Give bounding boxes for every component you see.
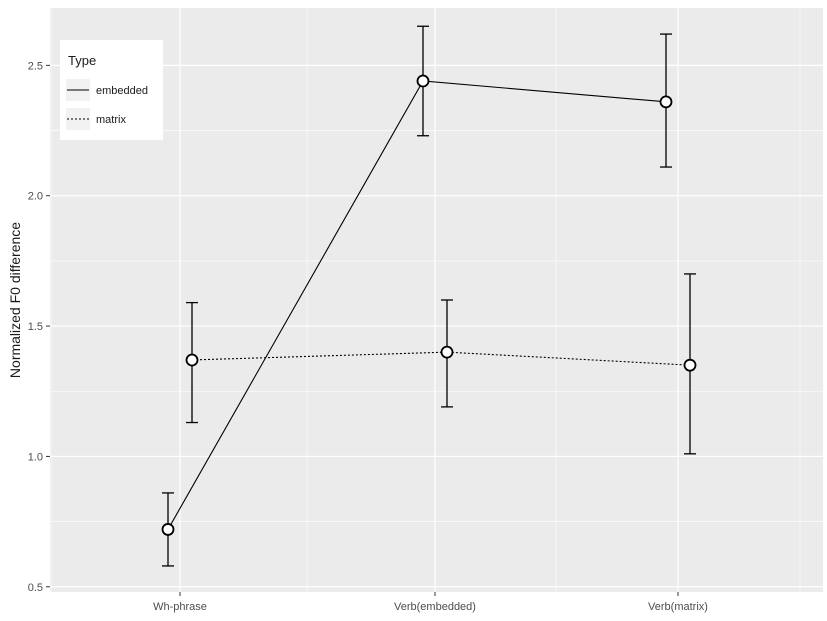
data-point-matrix <box>683 358 697 372</box>
data-point-embedded <box>416 74 430 88</box>
data-point-matrix <box>185 353 199 367</box>
y-axis: 0.5 1.0 1.5 2.0 2.5 <box>28 60 50 594</box>
y-tick-label: 1.0 <box>28 451 43 463</box>
plot-panel <box>50 8 823 592</box>
y-axis-title: Normalized F0 difference <box>7 222 23 378</box>
x-axis: Wh-phrase Verb(embedded) Verb(matrix) <box>153 592 708 613</box>
data-point-matrix <box>440 345 454 359</box>
legend: Type embedded matrix <box>60 40 163 140</box>
data-point-embedded <box>659 95 673 109</box>
legend-label-embedded: embedded <box>96 85 148 97</box>
data-point-embedded <box>161 523 175 536</box>
x-tick-label: Verb(embedded) <box>394 601 476 613</box>
y-tick-label: 2.0 <box>28 191 43 203</box>
legend-title: Type <box>68 53 96 68</box>
y-tick-label: 0.5 <box>28 582 43 594</box>
legend-label-matrix: matrix <box>96 114 126 126</box>
legend-key-bg <box>66 108 90 130</box>
grid-minor <box>50 8 823 592</box>
x-tick-label: Wh-phrase <box>153 601 207 613</box>
y-tick-label: 2.5 <box>28 60 43 72</box>
x-tick-label: Verb(matrix) <box>648 601 708 613</box>
y-tick-label: 1.5 <box>28 321 43 333</box>
data-points <box>161 74 697 536</box>
series-line-matrix <box>191 351 691 366</box>
grid-major <box>50 8 823 592</box>
